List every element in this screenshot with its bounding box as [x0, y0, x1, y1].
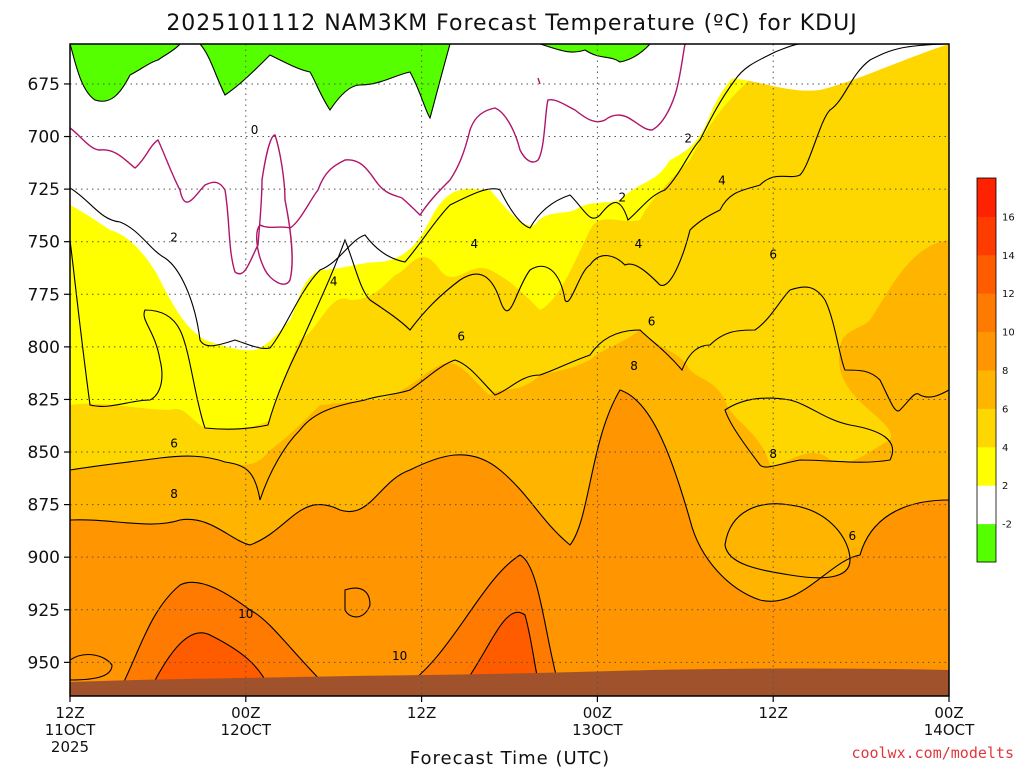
x-tick-label: 00Z	[583, 704, 612, 722]
colorbar-swatch	[977, 254, 996, 294]
y-tick-label: 775	[28, 285, 60, 305]
x-tick-label: 14OCT	[924, 721, 975, 739]
contour-label: 2	[170, 230, 178, 244]
y-tick-label: 950	[28, 653, 60, 673]
contour-label: 8	[170, 487, 178, 501]
colorbar-swatch	[977, 370, 996, 409]
y-tick-label: 825	[28, 390, 60, 410]
colorbar-swatch	[977, 216, 996, 256]
isotherm-4	[70, 44, 949, 430]
y-tick-label: 850	[28, 443, 60, 463]
colorbar-swatch	[977, 446, 996, 486]
colorbar-label: 14	[1002, 251, 1015, 262]
x-tick-label: 11OCT	[45, 721, 96, 739]
x-tick-label: 12Z	[55, 704, 84, 722]
contour-label: 4	[471, 237, 479, 251]
y-tick-label: 925	[28, 601, 60, 621]
colorbar-swatch	[977, 331, 996, 371]
colorbar: -2 2 4 6 8 10 12 14 16	[976, 177, 1015, 563]
isotherm-2	[70, 44, 801, 349]
contour-label: 8	[630, 359, 638, 373]
contour-label: 10	[392, 649, 407, 663]
contour-label: 6	[848, 529, 856, 543]
colorbar-label: 4	[1002, 443, 1008, 454]
x-tick-label: 13OCT	[572, 721, 623, 739]
band-6-to-8-pocket	[725, 503, 850, 578]
contour-label: 6	[769, 247, 777, 261]
colorbar-label: -2	[1002, 520, 1012, 531]
plot-area	[70, 44, 949, 696]
contour-label: 8	[769, 447, 777, 461]
x-axis-title: Forecast Time (UTC)	[410, 748, 610, 768]
contour-label: 4	[330, 275, 338, 289]
y-tick-label: 700	[28, 128, 60, 148]
y-tick-label: 750	[28, 233, 60, 253]
isotherm-12	[149, 612, 541, 691]
isotherm-6	[70, 286, 949, 579]
band-above-12	[150, 612, 540, 690]
colorbar-frame	[976, 177, 997, 563]
isotherm-0-dot	[537, 77, 541, 85]
isotherm-0	[70, 44, 686, 285]
contour-label: 6	[648, 315, 656, 329]
colorbar-swatch	[977, 485, 996, 525]
x-tick-label: 00Z	[934, 704, 963, 722]
contour-labels: 0 2 2 2 4 4 4 4 6 6 6 6 6 8 8 8 10 10	[170, 123, 856, 663]
band-8-to-10	[70, 390, 949, 696]
gridlines	[70, 44, 949, 696]
x-tick-label: 12Z	[407, 704, 436, 722]
chart-title: 2025101112 NAM3KM Forecast Temperature (…	[166, 11, 857, 36]
plot-frame	[69, 43, 950, 697]
x-tick-label: 2025	[51, 738, 89, 756]
band-below-0-pink	[70, 44, 949, 260]
colorbar-label: 2	[1002, 481, 1008, 492]
colorbar-swatch	[977, 178, 996, 217]
y-axis: 675 700 725 750 775 800 825 850 875 900 925 950	[28, 75, 70, 673]
contour-label: 4	[635, 237, 643, 251]
x-tick-label: 12Z	[759, 704, 788, 722]
contour-label: 6	[457, 329, 465, 343]
contour-label: 2	[618, 191, 626, 205]
y-tick-label: 725	[28, 180, 60, 200]
colorbar-swatch	[977, 408, 996, 448]
colorbar-label: 6	[1002, 404, 1008, 415]
colorbar-label: 12	[1002, 289, 1015, 300]
isotherm-minus2	[70, 44, 651, 120]
y-tick-label: 900	[28, 548, 60, 568]
contour-label: 0	[251, 123, 259, 137]
isotherm-10	[70, 554, 561, 691]
colorbar-label: 8	[1002, 366, 1008, 377]
colorbar-label: 10	[1002, 328, 1015, 339]
contour-label: 4	[718, 174, 726, 188]
contour-label: 2	[684, 132, 692, 146]
colorbar-swatch	[977, 293, 996, 333]
y-tick-label: 875	[28, 496, 60, 516]
isotherm-8	[70, 389, 949, 602]
x-tick-label: 12OCT	[221, 721, 272, 739]
contour-label: 10	[238, 607, 253, 621]
colorbar-swatch	[977, 523, 996, 563]
source-credit: coolwx.com/modelts	[851, 744, 1014, 762]
x-tick-label: 00Z	[231, 704, 260, 722]
ground	[70, 668, 949, 696]
contour-label: 6	[170, 437, 178, 451]
y-tick-label: 675	[28, 75, 60, 95]
band-below-minus2	[70, 44, 650, 118]
y-tick-label: 800	[28, 338, 60, 358]
colorbar-label: 16	[1002, 212, 1015, 223]
